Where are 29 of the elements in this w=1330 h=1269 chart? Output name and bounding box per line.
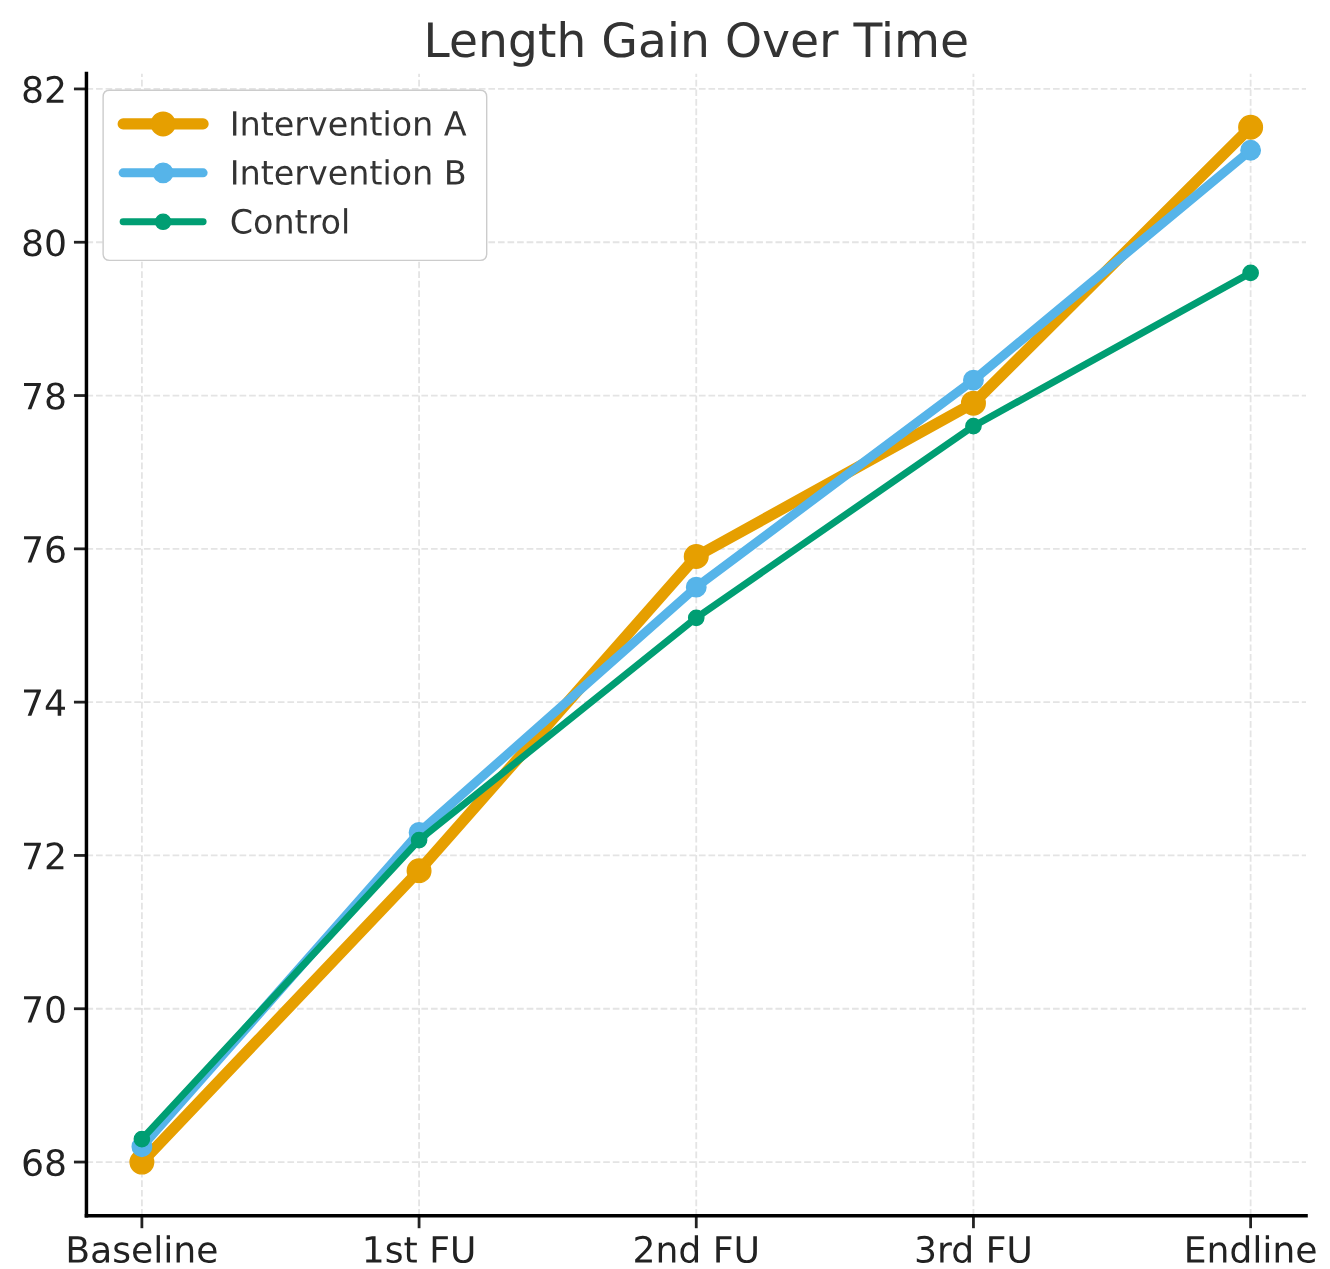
legend-label: Intervention B bbox=[233, 159, 465, 185]
point bbox=[685, 576, 707, 598]
point bbox=[1238, 114, 1264, 140]
point bbox=[410, 831, 428, 849]
x-tick-label: Endline bbox=[1187, 1235, 1316, 1264]
y-tick-label: 78 bbox=[24, 382, 65, 410]
x-tick-label: 3rd FU bbox=[916, 1235, 1030, 1264]
y-tick-label: 80 bbox=[23, 229, 65, 257]
point bbox=[133, 1130, 151, 1148]
chart-title: Length Gain Over Time bbox=[428, 21, 967, 67]
y-tick-label: 82 bbox=[23, 75, 64, 104]
x-tick-label: 2nd FU bbox=[635, 1235, 757, 1264]
point bbox=[406, 858, 432, 884]
x-tick-label: Baseline bbox=[68, 1235, 217, 1264]
legend-label: Intervention A bbox=[233, 110, 467, 137]
point bbox=[965, 417, 982, 435]
y-tick-label: 76 bbox=[24, 535, 65, 564]
point bbox=[683, 544, 709, 570]
y-tick-label: 72 bbox=[24, 842, 64, 870]
y-tick-label: 74 bbox=[24, 689, 65, 716]
legend-label: Control bbox=[231, 208, 348, 234]
point bbox=[960, 390, 986, 416]
x-tick-label: 1st FU bbox=[365, 1236, 474, 1264]
y-tick-label: 68 bbox=[23, 1148, 65, 1177]
point bbox=[1240, 139, 1262, 161]
point bbox=[687, 609, 705, 627]
y-tick-label: 70 bbox=[24, 995, 65, 1023]
point bbox=[1242, 264, 1259, 282]
point bbox=[963, 369, 984, 391]
